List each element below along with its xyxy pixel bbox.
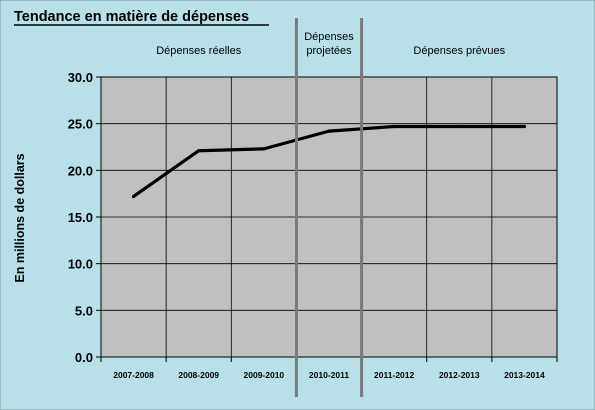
data-point bbox=[262, 147, 266, 151]
y-tick-label: 0.0 bbox=[75, 350, 93, 365]
y-tick-label: 15.0 bbox=[68, 210, 93, 225]
x-tick-label: 2008-2009 bbox=[178, 370, 219, 380]
section-label: Dépenses bbox=[304, 31, 354, 43]
data-point bbox=[392, 124, 396, 129]
x-tick-label: 2012-2013 bbox=[439, 370, 480, 380]
x-tick-label: 2013-2014 bbox=[504, 370, 545, 380]
y-tick-label: 20.0 bbox=[68, 163, 93, 178]
x-tick-label: 2009-2010 bbox=[244, 370, 285, 380]
section-label: projetées bbox=[306, 45, 352, 57]
y-tick-label: 30.0 bbox=[68, 70, 93, 85]
data-point bbox=[197, 149, 201, 153]
data-point bbox=[457, 124, 461, 129]
y-axis-label: En millions de dollars bbox=[13, 153, 27, 282]
x-tick-label: 2007-2008 bbox=[113, 370, 154, 380]
plot-area: 0.0 5.0 10.0 15.0 20.0 25.0 30.0 2007-2008 2008-… bbox=[68, 18, 558, 397]
section-label: Dépenses réelles bbox=[156, 45, 241, 57]
x-tick-label: 2011-2012 bbox=[374, 370, 414, 380]
section-label: Dépenses prévues bbox=[413, 45, 505, 57]
y-tick-label: 5.0 bbox=[75, 303, 93, 318]
y-tick-label: 25.0 bbox=[68, 117, 93, 132]
chart-title: Tendance en matière de dépenses bbox=[14, 9, 249, 25]
y-tick-label: 10.0 bbox=[68, 257, 93, 272]
data-point bbox=[522, 124, 527, 129]
data-point bbox=[131, 194, 136, 199]
x-tick-label: 2010-2011 bbox=[309, 370, 349, 380]
data-point bbox=[327, 129, 331, 133]
